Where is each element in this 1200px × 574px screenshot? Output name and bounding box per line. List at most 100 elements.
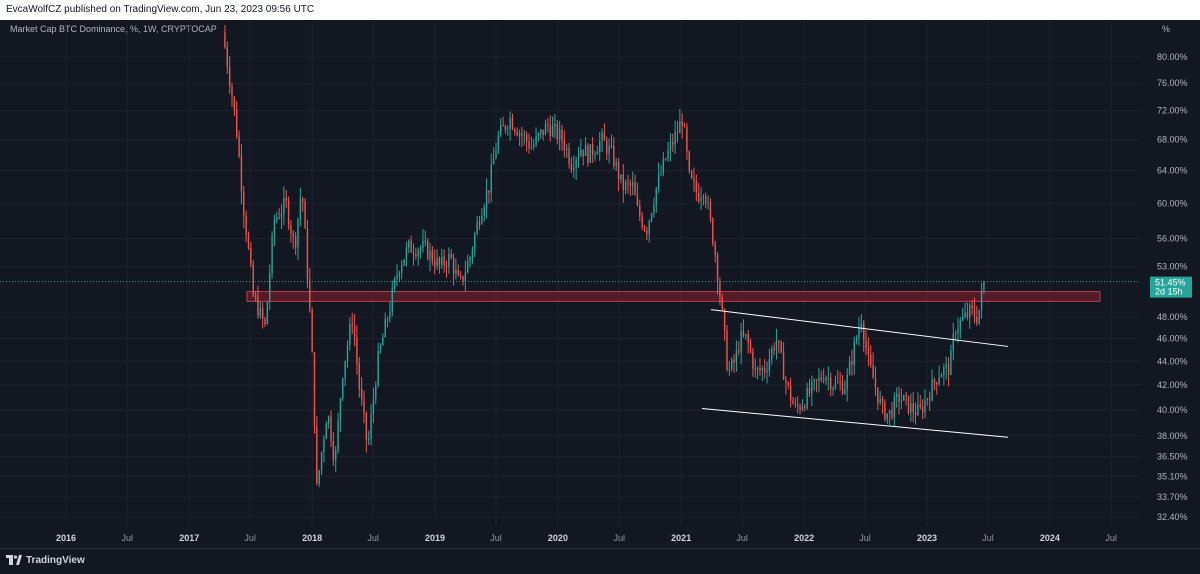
candle-body — [573, 167, 575, 171]
candle-body — [393, 278, 396, 289]
x-axis: 2016 Jul 2017 Jul 2018 Jul 2019 Jul 2020 Jul 2021 J… — [56, 533, 1117, 543]
candle-body — [690, 171, 693, 178]
candle-body — [434, 261, 436, 267]
candle-body — [782, 352, 785, 380]
y-tick-label: 68.00% — [1157, 135, 1188, 145]
candle-body — [429, 250, 431, 259]
footer-bar: TradingView — [0, 548, 1200, 574]
candle-body — [464, 272, 467, 282]
candle-body — [631, 182, 634, 186]
candle-body — [641, 216, 643, 227]
chart-svg[interactable]: Market Cap BTC Dominance, %, 1W, CRYPTOC… — [0, 20, 1200, 548]
candle-body — [240, 156, 243, 192]
candle-body — [714, 244, 716, 256]
candle-body — [335, 450, 337, 461]
candle-body — [441, 256, 443, 265]
candle-body — [773, 348, 775, 351]
candle-body — [342, 378, 344, 399]
candle-body — [940, 375, 943, 378]
candle-body — [787, 382, 789, 386]
candle-body — [287, 200, 290, 226]
candle-body — [412, 252, 415, 255]
candle-body — [851, 361, 853, 365]
candle-body — [681, 121, 683, 126]
candle-body — [259, 307, 261, 316]
trend-channel-lines — [701, 309, 1009, 438]
candle-body — [471, 249, 474, 258]
candle-body — [983, 281, 985, 291]
candle-body — [525, 134, 528, 142]
zone-box — [246, 291, 1101, 302]
candle-body — [349, 324, 351, 346]
candle-body — [804, 406, 806, 408]
candle-body — [844, 389, 846, 394]
candle-body — [313, 352, 316, 428]
candle-body — [723, 309, 726, 331]
candle-body — [980, 290, 983, 310]
candle-body — [754, 367, 756, 369]
candle-body — [332, 441, 335, 461]
candle-body — [829, 377, 832, 390]
grid-lines — [0, 20, 1140, 526]
candle-body — [900, 400, 903, 402]
candle-body — [914, 412, 917, 416]
candle-body — [926, 398, 929, 401]
candle-body — [408, 240, 410, 248]
x-tick-label: Jul — [613, 533, 625, 543]
candle-body — [655, 187, 657, 206]
candle-body — [766, 371, 768, 373]
candle-body — [943, 367, 945, 376]
x-tick-label: Jul — [244, 533, 256, 543]
y-tick-label: 64.00% — [1157, 166, 1188, 176]
candle-body — [528, 141, 530, 149]
chart-area[interactable]: Market Cap BTC Dominance, %, 1W, CRYPTOC… — [0, 20, 1200, 548]
candle-body — [547, 123, 549, 126]
candle-body — [931, 379, 933, 401]
candle-body — [382, 337, 384, 346]
candle-body — [676, 132, 679, 134]
candle-body — [903, 395, 905, 401]
candle-body — [283, 198, 285, 214]
candle-body — [521, 133, 523, 136]
candle-body — [938, 377, 940, 385]
candle-body — [419, 247, 422, 251]
candle-body — [771, 348, 773, 360]
candle-body — [502, 125, 504, 127]
candle-body — [747, 334, 749, 343]
candle-body — [919, 404, 921, 407]
candle-body — [874, 378, 877, 388]
x-tick-label: Jul — [736, 533, 748, 543]
last-price-marker: 51.45% 2d 15h — [0, 276, 1192, 298]
candle-body — [445, 265, 448, 268]
publisher-text: EvcaWolfCZ published on TradingView.com,… — [6, 4, 315, 15]
candle-body — [280, 213, 283, 218]
candle-body — [304, 201, 306, 229]
candle-body — [236, 109, 238, 137]
candle-body — [712, 218, 714, 245]
candle-body — [921, 406, 924, 413]
candle-body — [252, 264, 254, 296]
y-tick-label: 44.00% — [1157, 356, 1188, 366]
candle-body — [639, 205, 641, 217]
candle-body — [775, 340, 778, 351]
candle-body — [629, 183, 632, 186]
y-tick-label: 56.00% — [1157, 234, 1188, 244]
last-price-badge — [1150, 276, 1192, 298]
publisher-bar: EvcaWolfCZ published on TradingView.com,… — [0, 0, 1200, 20]
candle-body — [730, 359, 733, 370]
x-tick-label: Jul — [982, 533, 994, 543]
candle-body — [353, 325, 356, 338]
y-tick-label: 72.00% — [1157, 106, 1188, 116]
candle-body — [912, 403, 914, 413]
candle-body — [554, 123, 556, 127]
tradingview-logo[interactable]: TradingView — [6, 555, 85, 566]
candle-body — [617, 162, 620, 180]
candle-body — [391, 288, 393, 312]
y-tick-label: 35.10% — [1157, 471, 1188, 481]
candle-body — [224, 32, 226, 48]
candle-body — [410, 240, 412, 253]
candle-body — [518, 133, 521, 136]
candle-body — [273, 220, 276, 236]
candle-body — [436, 257, 438, 267]
candle-body — [375, 385, 377, 399]
